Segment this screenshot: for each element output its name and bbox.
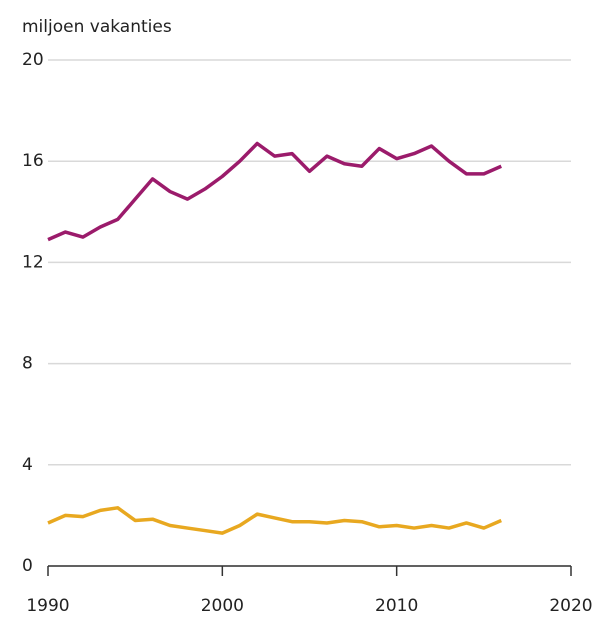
y-tick-label: 12: [22, 252, 44, 272]
x-tick-label: 1990: [26, 596, 69, 616]
data-line: [47, 141, 502, 242]
y-tick-label: 4: [22, 455, 33, 475]
x-tick-label: 2000: [201, 596, 244, 616]
y-tick-label: 0: [22, 556, 33, 576]
y-tick-label: 16: [22, 151, 44, 171]
data-line: [47, 506, 502, 535]
y-axis-label: miljoen vakanties: [22, 17, 172, 37]
x-tick-label: 2020: [549, 596, 592, 616]
x-tick-label: 2010: [375, 596, 418, 616]
y-tick-label: 8: [22, 354, 33, 374]
y-tick-label: 20: [22, 50, 44, 70]
